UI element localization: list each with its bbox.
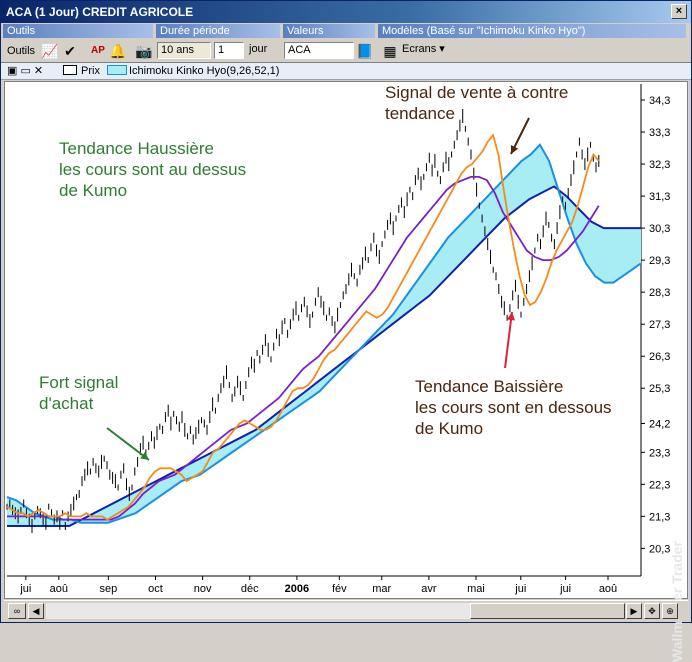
senkou-span-b-line: [7, 185, 641, 527]
x-tick-label: oct: [148, 583, 163, 595]
x-tick-label: jui: [19, 583, 31, 595]
y-tick-label: 29,3: [649, 255, 670, 267]
y-tick-label: 20,3: [649, 543, 670, 555]
senkou-span-a-line: [6, 143, 642, 524]
x-tick-label: mai: [467, 583, 485, 595]
y-tick-label: 33,3: [649, 127, 670, 139]
y-tick-label: 27,3: [649, 319, 670, 331]
x-tick-label: aoû: [50, 583, 68, 595]
scroll-left-button[interactable]: ◀: [28, 603, 44, 619]
y-tick-label: 25,3: [649, 383, 670, 395]
outils-group-label: Outils: [3, 24, 153, 38]
ap-icon[interactable]: AP: [91, 45, 105, 56]
annotation-vente-line2: tendance: [385, 104, 455, 123]
modeles-group-label: Modèles (Basé sur "Ichimoku Kinko Hyo"): [378, 24, 686, 38]
x-tick-label: sep: [99, 583, 117, 595]
y-tick-label: 26,3: [649, 351, 670, 363]
prix-label[interactable]: Prix: [81, 65, 100, 77]
ecrans-dropdown[interactable]: Ecrans ▾: [402, 43, 445, 55]
scroll-track[interactable]: [46, 603, 611, 619]
scroll-mode-icon[interactable]: ∞: [8, 603, 26, 619]
buy-signal-arrow-head: [140, 451, 149, 460]
chart-area[interactable]: 34,3 33,3 32,3 31,3 30,3 29,3 28,3 27,3 26,3 25,3…: [4, 81, 688, 662]
x-tick-label: fév: [332, 583, 347, 595]
ichimoku-label[interactable]: Ichimoku Kinko Hyo(9,26,52,1): [129, 65, 280, 77]
x-tick-label: mar: [372, 583, 391, 595]
x-tick-label: 2006: [285, 583, 309, 595]
toolbar: Outils 📈 ✔ AP 🔔 📷 10 ans 1 jour ACA 📘 ▦ …: [1, 39, 691, 63]
horizontal-scrollbar[interactable]: ∞ ◀ ▶ ✥ ⊕: [4, 600, 688, 620]
sell-signal-arrow-head: [510, 145, 519, 154]
screens-icon[interactable]: ▦: [383, 43, 397, 59]
kumo-cloud: [7, 144, 641, 526]
ichimoku-chart: 34,3 33,3 32,3 31,3 30,3 29,3 28,3 27,3 26,3 25,3…: [6, 84, 670, 595]
valeur-input[interactable]: ACA: [284, 42, 354, 59]
scroll-right-button[interactable]: ▶: [626, 603, 642, 619]
annotation-achat-line1: Fort signal: [39, 373, 119, 392]
annotation-baissiere-line3: de Kumo: [415, 419, 484, 438]
alert-icon[interactable]: 🔔: [109, 43, 127, 59]
bearish-trend-arrow: [504, 311, 513, 369]
y-tick-label: 21,3: [649, 511, 670, 523]
window-title: ACA (1 Jour) CREDIT AGRICOLE: [6, 5, 194, 19]
outils-menu-button[interactable]: Outils: [4, 42, 38, 60]
buy-signal-arrow: [106, 427, 150, 461]
check-icon[interactable]: ✔: [64, 43, 76, 59]
toolbar-group-labels: Outils Durée période Valeurs Modèles (Ba…: [1, 23, 691, 39]
annotation-baissiere-line1: Tendance Baissière: [415, 377, 564, 396]
y-tick-label: 34,3: [649, 95, 670, 107]
series-icons[interactable]: ▣ ▭ ✕: [7, 65, 44, 77]
y-tick-label: 22,3: [649, 479, 670, 491]
x-tick-label: jui: [514, 583, 526, 595]
y-tick-label: 31,3: [649, 191, 670, 203]
x-tick-label: nov: [194, 583, 212, 595]
camera-icon[interactable]: 📷: [135, 43, 153, 59]
series-bar: ▣ ▭ ✕ Prix Ichimoku Kinko Hyo(9,26,52,1): [1, 63, 691, 80]
y-tick-label: 30,3: [649, 223, 670, 235]
period-unit: jour: [249, 43, 268, 55]
annotation-baissiere-line2: les cours sont en dessous: [415, 398, 612, 417]
outils-menu-label: Outils: [6, 45, 36, 57]
ichimoku-swatch: [107, 65, 127, 75]
zoom-icon[interactable]: ⊕: [662, 603, 678, 619]
annotation-achat-line2: d'achat: [39, 394, 94, 413]
move-icon[interactable]: ✥: [644, 603, 660, 619]
annotation-vente-line1: Signal de vente à contre: [385, 83, 569, 102]
duration-field[interactable]: 10 ans: [157, 42, 211, 59]
y-tick-label: 28,3: [649, 287, 670, 299]
annotation-haussiere-line1: Tendance Haussière: [59, 139, 214, 158]
annotation-haussiere: Tendance Haussière les cours sont au des…: [59, 138, 246, 201]
annotation-baissiere: Tendance Baissière les cours sont en des…: [415, 376, 612, 439]
scroll-thumb[interactable]: [470, 603, 625, 619]
book-icon[interactable]: 📘: [356, 43, 374, 59]
annotation-vente: Signal de vente à contre tendance: [385, 82, 568, 124]
tenkan-sen-line: [6, 133, 600, 521]
x-tick-label: déc: [241, 583, 259, 595]
ecrans-label: Ecrans: [402, 43, 437, 55]
annotation-haussiere-line2: les cours sont au dessus: [59, 160, 247, 179]
valeurs-group-label: Valeurs: [283, 24, 375, 38]
y-tick-label: 24,2: [649, 418, 670, 430]
prix-swatch: [63, 65, 77, 75]
window-titlebar[interactable]: ACA (1 Jour) CREDIT AGRICOLE ×: [1, 1, 691, 23]
close-button[interactable]: ×: [671, 4, 687, 19]
watermark: Wallmaster Trader: [669, 541, 685, 662]
y-tick-label: 32,3: [649, 159, 670, 171]
x-tick-label: jui: [559, 583, 571, 595]
annotation-achat: Fort signal d'achat: [39, 372, 118, 414]
period-field[interactable]: 1: [214, 42, 244, 59]
duree-group-label: Durée période: [156, 24, 280, 38]
annotation-haussiere-line3: de Kumo: [59, 181, 128, 200]
bearish-trend-arrow-head: [506, 312, 516, 321]
chart-line-icon[interactable]: 📈: [41, 43, 59, 59]
x-tick-label: avr: [421, 583, 437, 595]
y-tick-label: 23,3: [649, 447, 670, 459]
x-tick-label: aoû: [599, 583, 617, 595]
